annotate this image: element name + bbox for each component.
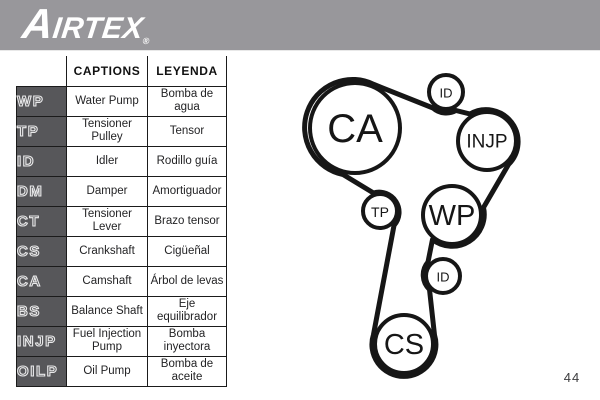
pulley-camshaft: CA [308,81,402,175]
pulley-idler-lower-circle [424,257,462,295]
table-row: CA Camshaft Árbol de levas [16,265,227,297]
caption-cell: Tensioner Lever [66,205,148,237]
pulley-camshaft-label: CA [327,107,383,151]
table-row: WP Water Pump Bomba de agua [16,85,227,117]
leyenda-cell: Bomba inyectora [147,325,227,357]
pulley-crankshaft-circle [373,313,435,375]
pulley-crankshaft: CS [373,313,435,375]
pulley-water-pump-circle [421,184,483,246]
pulley-idler-top-label: ID [440,86,453,101]
pulley-tensioner: TP [361,192,399,230]
code-cell: CT [16,205,67,237]
table-row: INJP Fuel Injection Pump Bomba inyectora [16,325,227,357]
pulley-crankshaft-label: CS [384,329,424,361]
caption-cell: Balance Shaft [66,295,148,327]
leyenda-cell: Tensor [147,115,227,147]
page-number: 44 [563,370,581,385]
code-cell: CS [16,235,67,267]
code-cell: ID [16,145,67,177]
caption-cell: Oil Pump [66,355,148,387]
table-row: ID Idler Rodillo guía [16,145,227,177]
caption-cell: Tensioner Pulley [66,115,148,147]
leyenda-cell: Cigüeñal [147,235,227,267]
pulley-idler-top: ID [427,73,465,111]
pulley-injection-pump-label: INJP [466,132,507,153]
pulley-injection-pump-circle [456,110,518,172]
caption-cell: Damper [66,175,148,207]
caption-cell: Crankshaft [66,235,148,267]
table-row: DM Damper Amortiguador [16,175,227,207]
pulley-tensioner-circle [361,192,399,230]
legend-table: CAPTIONS LEYENDA WP Water Pump Bomba de … [16,56,227,387]
leyenda-cell: Rodillo guía [147,145,227,177]
pulley-water-pump-label: WP [429,200,476,232]
registered-mark: ® [142,36,151,46]
code-cell: CA [16,265,67,297]
leyenda-cell: Bomba de agua [147,85,227,117]
corner-cell [16,56,67,86]
table-row: BS Balance Shaft Eje equilibrador [16,295,227,327]
leyenda-cell: Amortiguador [147,175,227,207]
leyenda-cell: Eje equilibrador [147,295,227,327]
pulley-idler-lower: ID [424,257,462,295]
table-row: TP Tensioner Pulley Tensor [16,115,227,147]
caption-cell: Fuel Injection Pump [66,325,148,357]
code-cell: DM [16,175,67,207]
captions-header: CAPTIONS [66,56,148,86]
code-cell: TP [16,115,67,147]
timing-belt [302,76,521,379]
code-cell: BS [16,295,67,327]
pulley-idler-lower-label: ID [437,270,450,285]
pulley-idler-top-circle [427,73,465,111]
table-row: CT Tensioner Lever Brazo tensor [16,205,227,237]
table-row: OILP Oil Pump Bomba de aceite [16,355,227,387]
pulley-tensioner-label: TP [371,204,389,220]
code-cell: INJP [16,325,67,357]
caption-cell: Idler [66,145,148,177]
pulley-injection-pump: INJP [456,110,518,172]
code-cell: OILP [16,355,67,387]
pulley-water-pump: WP [421,184,483,246]
leyenda-header: LEYENDA [147,56,227,86]
brand-name: AIRTEX [19,0,146,47]
airtex-logo: AIRTEX® [19,0,155,58]
table-row: CS Crankshaft Cigüeñal [16,235,227,267]
code-cell: WP [16,85,67,117]
leyenda-cell: Brazo tensor [147,205,227,237]
pulley-camshaft-circle [308,81,402,175]
header-row: CAPTIONS LEYENDA [16,56,227,86]
leyenda-cell: Árbol de levas [147,265,227,297]
brand-bar: AIRTEX® [0,0,600,51]
caption-cell: Water Pump [66,85,148,117]
leyenda-cell: Bomba de aceite [147,355,227,387]
caption-cell: Camshaft [66,265,148,297]
